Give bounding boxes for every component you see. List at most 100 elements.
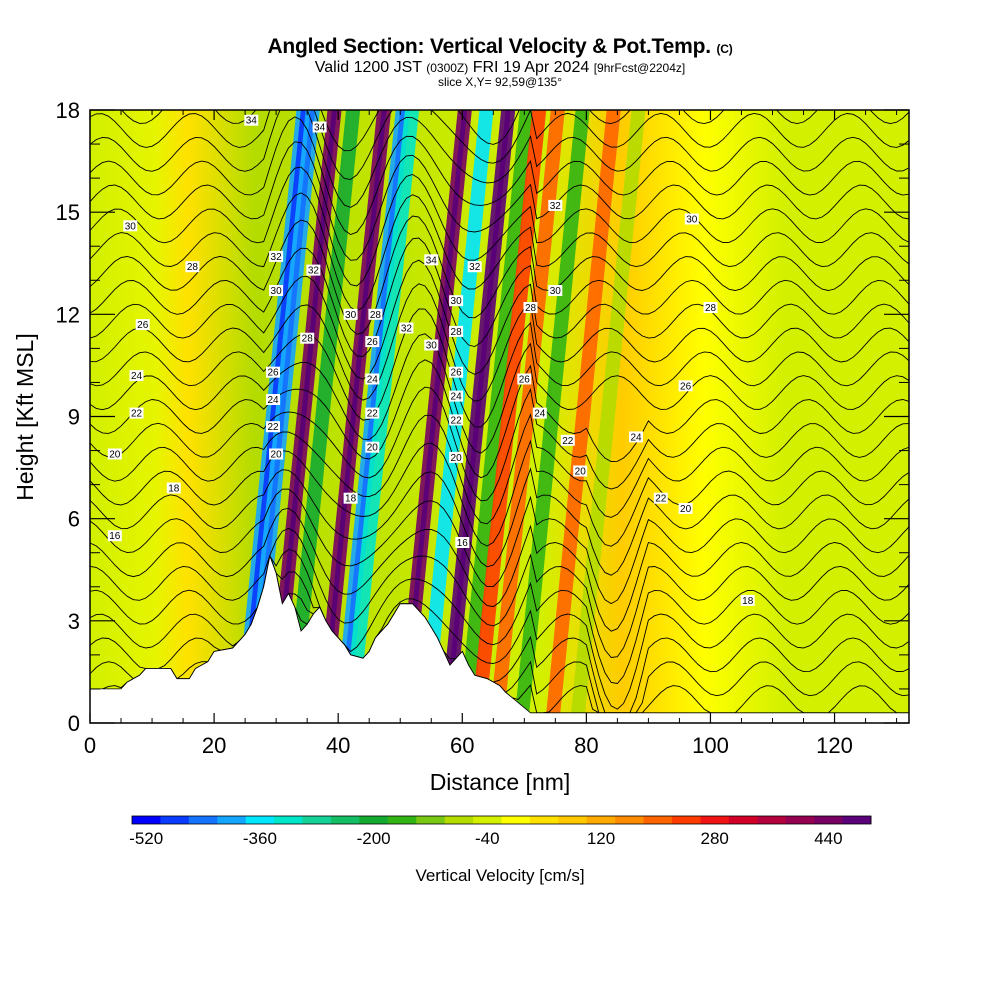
contour-label: 26 (365, 336, 380, 348)
velocity-band (570, 110, 646, 723)
x-tick-label: 20 (202, 733, 226, 758)
y-tick-label: 9 (68, 405, 80, 430)
contour-label-text: 30 (426, 341, 438, 352)
valid-date: FRI 19 Apr 2024 (472, 59, 590, 76)
colorbar-swatch (757, 816, 787, 824)
contour-label-text: 20 (271, 450, 283, 461)
contour-label: 32 (548, 199, 563, 212)
contour-label-bg (135, 319, 150, 331)
contour-label-text: 26 (137, 320, 149, 331)
contour-label-text: 30 (550, 286, 562, 297)
contour-label-bg (266, 421, 280, 433)
contour-label: 24 (532, 407, 547, 420)
theta-contour (90, 166, 909, 287)
colorbar-tick-label: -360 (243, 829, 277, 848)
contour-label-bg (244, 114, 259, 126)
y-tick-label: 12 (56, 302, 80, 327)
colorbar-swatch (217, 816, 247, 824)
colorbar-frame (131, 815, 872, 825)
contour-label-bg (185, 261, 200, 273)
colorbar-swatch (331, 816, 360, 824)
contour-label: 32 (269, 250, 284, 263)
contour-label-bg (455, 537, 470, 548)
theta-contour (90, 413, 909, 525)
contour-label-text: 16 (109, 531, 121, 542)
colorbar-swatch (785, 816, 815, 824)
contour-label: 22 (449, 414, 464, 426)
contour-label: 26 (517, 373, 532, 386)
valid-utc: (0300Z) (426, 61, 469, 75)
contour-label: 30 (269, 285, 284, 297)
contour-label-text: 22 (131, 409, 143, 420)
contour-label-text: 22 (562, 436, 574, 447)
contour-label: 30 (123, 220, 138, 232)
contour-label-text: 28 (451, 327, 463, 338)
contour-label-bg (269, 448, 284, 460)
contour-label: 32 (306, 264, 321, 277)
colorbar-swatch (416, 816, 446, 824)
contour-label-bg (399, 322, 414, 334)
contour-label-bg (343, 492, 358, 504)
colorbar-swatch (501, 816, 531, 824)
colorbar-swatch (387, 816, 417, 824)
contour-label-text: 16 (457, 538, 469, 549)
theta-contour (90, 359, 909, 479)
contour-label-bg (368, 308, 383, 320)
contour-label-text: 30 (271, 286, 283, 297)
colorbar-swatch (842, 816, 872, 824)
valid-prefix: Valid 1200 JST (314, 59, 422, 76)
contour-label: 24 (365, 373, 380, 386)
contour-label-bg (269, 285, 284, 296)
contour-label-text: 26 (680, 381, 692, 392)
colorbar-title: Vertical Velocity [cm/s] (415, 866, 584, 885)
contour-label-text: 20 (109, 450, 121, 461)
contour-label-bg (449, 451, 464, 463)
colorbar-swatch (672, 816, 701, 824)
colorbar-swatch (473, 816, 502, 824)
contour-label-text: 32 (401, 324, 413, 335)
colorbar-swatch (643, 816, 673, 824)
colorbar-swatch (700, 816, 730, 824)
contour-label-bg (107, 448, 122, 460)
theta-contour (90, 283, 909, 402)
x-tick-label: 0 (84, 733, 96, 758)
contour-label-text: 34 (314, 123, 326, 134)
plot-area: 34 34 30 28 26 24 22 20 18 16 32 30 32 28 26 24 22 20 30 28… (90, 110, 909, 723)
contour-label: 32 (467, 261, 482, 273)
contour-label-bg (424, 254, 439, 266)
contour-label-bg (548, 285, 563, 296)
contour-label-bg (573, 465, 588, 477)
contour-label: 16 (455, 537, 470, 549)
colorbar-tick-label: 280 (701, 829, 729, 848)
contour-label-text: 24 (451, 392, 463, 403)
y-tick-label: 6 (68, 507, 80, 532)
contour-label-text: 28 (302, 334, 314, 345)
theta-contour (90, 467, 909, 576)
theta-contour (90, 192, 909, 312)
contour-label: 18 (343, 492, 358, 505)
contour-label-bg (306, 264, 321, 276)
contour-label-text: 18 (345, 494, 357, 505)
colorbar-tick-label: 440 (814, 829, 842, 848)
theta-contour (90, 110, 909, 180)
contour-label-bg (548, 199, 563, 211)
contour-label-text: 20 (680, 504, 692, 515)
colorbar-swatch (529, 816, 559, 824)
contour-label-text: 24 (367, 375, 379, 386)
contour-label-text: 32 (308, 266, 320, 277)
y-tick-label: 18 (56, 98, 80, 123)
velocity-band (343, 110, 419, 723)
contour-label-text: 22 (655, 494, 667, 505)
colorbar-tick-label: -520 (129, 829, 163, 848)
contour-label: 28 (523, 302, 538, 314)
contour-label: 20 (573, 465, 588, 478)
contour-label-text: 20 (575, 467, 587, 478)
x-tick-label: 80 (574, 733, 598, 758)
contour-label-bg (517, 373, 532, 385)
theta-contour (90, 308, 909, 428)
contour-label-text: 22 (367, 409, 379, 420)
contour-label-text: 24 (630, 432, 642, 443)
theta-contour (90, 386, 909, 502)
theta-contour (90, 507, 909, 632)
contour-label: 30 (424, 339, 439, 352)
